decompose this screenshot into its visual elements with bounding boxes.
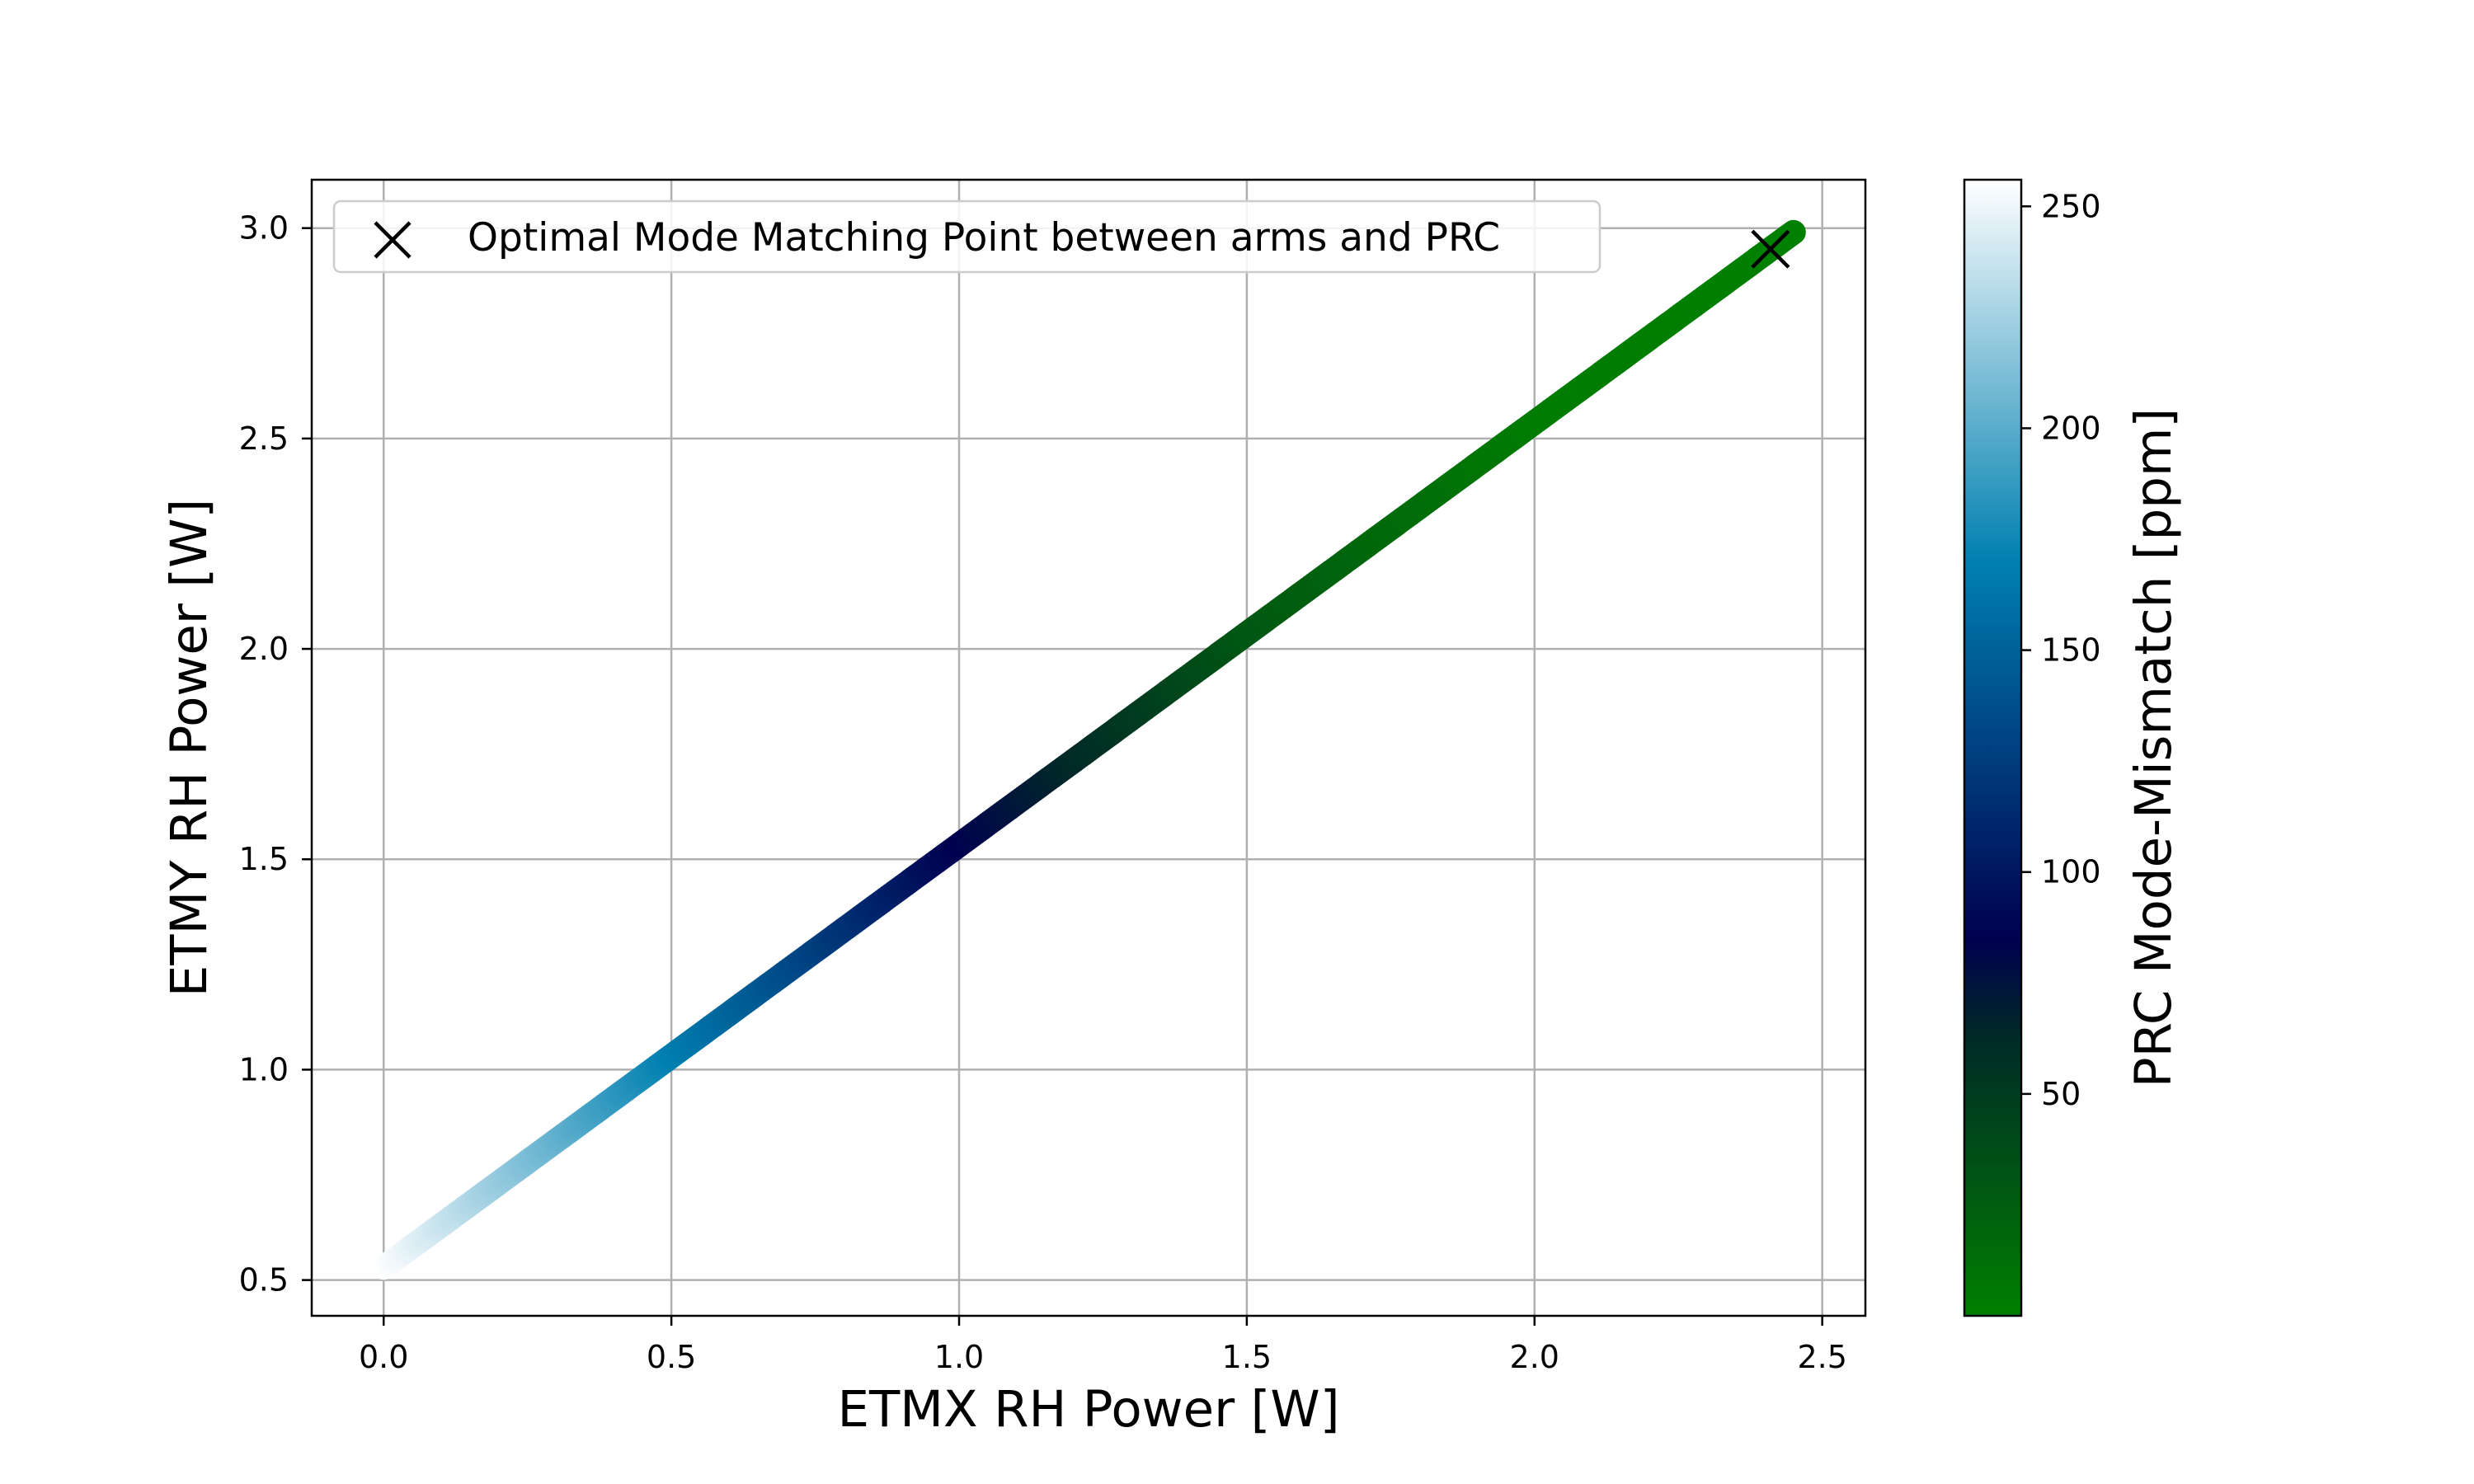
legend-marker-x-icon [374, 221, 412, 259]
grid [312, 180, 1865, 1316]
y-axis-ticks: 0.5 1.0 1.5 2.0 2.5 3.0 [239, 210, 312, 1298]
y-tick-label: 0.5 [239, 1262, 289, 1298]
y-tick-label: 2.5 [239, 420, 289, 457]
colorbar-label: PRC Mode-Mismatch [ppm] [2124, 408, 2183, 1087]
optimal-point-x-stroke [1751, 229, 1790, 269]
plot-area: 0.0 0.5 1.0 1.5 2.0 2.5 0.5 1.0 1.5 2.0 2.5 3.0 [239, 178, 1867, 1375]
legend: Optimal Mode Matching Point between arms… [332, 200, 1602, 274]
colorbar-tick-label: 250 [2041, 188, 2101, 224]
x-tick-label: 2.0 [1510, 1339, 1559, 1375]
colorbar-tick-label: 50 [2041, 1076, 2081, 1112]
colorbar-ticks: 50 100 150 200 250 [2021, 188, 2101, 1112]
y-tick-label: 1.5 [239, 841, 289, 877]
x-tick-label: 0.0 [359, 1339, 408, 1375]
y-axis-label: ETMY RH Power [W] [160, 499, 219, 997]
colorbar-frame [1963, 178, 2023, 1317]
y-tick-label: 3.0 [239, 210, 289, 247]
x-tick-label: 2.5 [1797, 1339, 1846, 1375]
x-axis-ticks: 0.0 0.5 1.0 1.5 2.0 2.5 [359, 1316, 1847, 1375]
colorbar-tick-label: 200 [2041, 410, 2101, 446]
colorbar-gradient [1964, 180, 2021, 1316]
x-axis-label: ETMX RH Power [W] [838, 1380, 1340, 1439]
plot-frame [310, 178, 1867, 1317]
colorbar-tick-label: 100 [2041, 854, 2101, 890]
x-tick-label: 0.5 [647, 1339, 696, 1375]
scatter-point [1780, 219, 1806, 245]
y-tick-label: 1.0 [239, 1051, 289, 1087]
x-tick-label: 1.0 [934, 1339, 984, 1375]
legend-entry-label: Optimal Mode Matching Point between arms… [468, 215, 1500, 261]
y-tick-label: 2.0 [239, 631, 289, 667]
colorbar-tick-label: 150 [2041, 632, 2101, 669]
legend-box [332, 200, 1602, 274]
data-line [371, 219, 1806, 1280]
colorbar: 50 100 150 200 250 PRC Mode-Mismatch [ppm] [1963, 178, 2183, 1317]
x-tick-label: 1.5 [1222, 1339, 1272, 1375]
optimal-point-marker [1751, 229, 1790, 269]
